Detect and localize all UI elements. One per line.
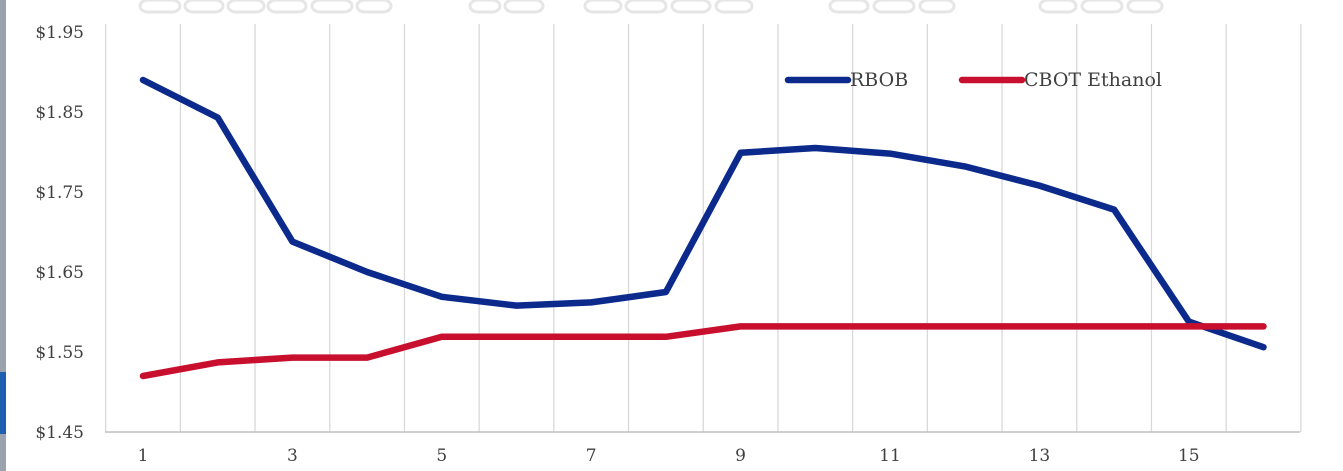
legend: RBOB CBOT Ethanol	[784, 69, 1162, 91]
y-tick-label: $1.65	[35, 263, 84, 283]
y-tick-label: $1.45	[35, 423, 84, 443]
legend-label: CBOT Ethanol	[1024, 69, 1162, 91]
y-tick-label: $1.75	[35, 183, 84, 203]
grid-lines	[105, 24, 1302, 432]
title-glyph-fragment	[226, 0, 266, 14]
x-tick-label: 3	[287, 446, 298, 466]
x-tick-label: 15	[1178, 446, 1200, 466]
title-glyph-fragment	[1080, 0, 1124, 14]
title-glyph-fragment	[1126, 0, 1164, 14]
title-glyph-fragment	[828, 0, 870, 14]
series-lines	[139, 76, 1267, 380]
x-tick-label: 1	[138, 446, 149, 466]
x-tick-label: 11	[879, 446, 901, 466]
legend-label: RBOB	[850, 69, 908, 91]
y-tick-label: $1.85	[35, 103, 84, 123]
series-line	[139, 76, 1267, 351]
title-glyph-fragment	[872, 0, 916, 14]
x-tick-label: 5	[436, 446, 447, 466]
title-glyph-fragment	[468, 0, 502, 14]
x-tick-label: 9	[735, 446, 746, 466]
x-tick-label: 13	[1029, 446, 1051, 466]
left-edge-accent	[0, 372, 6, 434]
title-glyph-fragment	[266, 0, 308, 14]
cropped-title-fragment	[138, 0, 1164, 14]
title-glyph-fragment	[670, 0, 712, 14]
title-glyph-fragment	[624, 0, 668, 14]
axes: $1.45$1.55$1.65$1.75$1.85$1.951 3 5 7 9 11 13 1…	[35, 23, 1300, 466]
title-glyph-fragment	[1038, 0, 1078, 14]
x-tick-label: 7	[586, 446, 597, 466]
title-glyph-fragment	[503, 0, 545, 14]
series-line	[139, 323, 1267, 380]
title-glyph-fragment	[918, 0, 956, 14]
y-tick-label: $1.95	[35, 23, 84, 43]
title-glyph-fragment	[583, 0, 623, 14]
title-glyph-fragment	[714, 0, 754, 14]
left-edge-bar	[0, 0, 6, 471]
title-glyph-fragment	[183, 0, 225, 14]
title-glyph-fragment	[310, 0, 354, 14]
title-glyph-fragment	[138, 0, 182, 14]
title-glyph-fragment	[355, 0, 393, 14]
y-tick-label: $1.55	[35, 343, 84, 363]
